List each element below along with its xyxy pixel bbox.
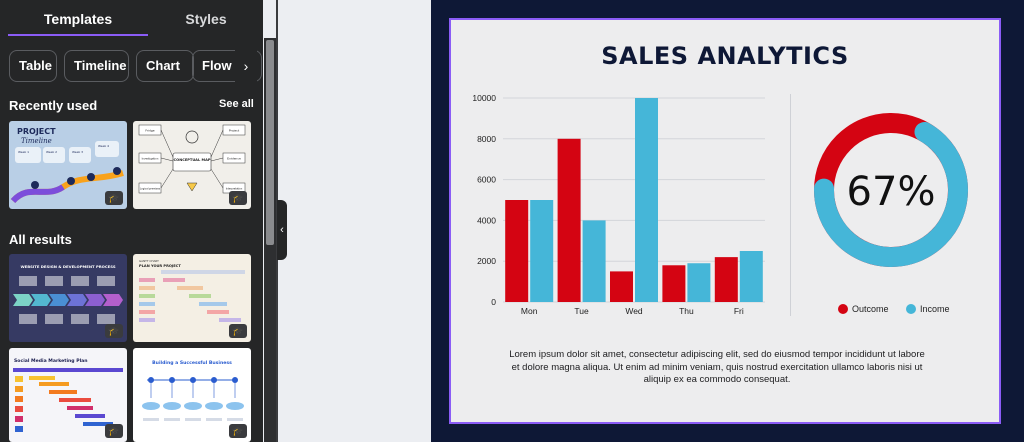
bar-outcome <box>610 271 633 302</box>
preview-title: PROJECT <box>17 127 56 136</box>
collapse-panel-button[interactable]: ‹ <box>277 200 287 260</box>
panel-scrollbar-thumb[interactable] <box>266 40 274 245</box>
preview-label: Investigation <box>142 157 159 161</box>
legend-marker-outcome <box>838 304 848 314</box>
template-thumbnail-project-timeline[interactable]: PROJECT Timeline Week 1 Week 2 Week 3 We… <box>9 121 127 209</box>
template-thumbnail-conceptual-map[interactable]: CONCEPTUAL MAP Fridge Project Investigat… <box>133 121 251 209</box>
preview-title: Building a Successful Business <box>152 360 232 366</box>
preview-label: Fridge <box>145 129 154 133</box>
bar-income <box>582 220 606 302</box>
premium-icon: 🎓 <box>229 424 247 438</box>
panel-tabs: Templates Styles <box>0 0 263 38</box>
filter-chips: Table Timeline Chart Flow ch <box>9 50 263 82</box>
website-process-preview: WEBSITE DESIGN & DEVELOPMENT PROCESS <box>9 254 127 342</box>
gantt-chart-preview: GANTT CHART PLAN YOUR PROJECT <box>133 254 251 342</box>
preview-subtitle: GANTT CHART <box>139 259 159 263</box>
filter-chip-chart[interactable]: Chart <box>136 50 194 82</box>
x-tick-label: Wed <box>625 306 643 316</box>
tab-styles[interactable]: Styles <box>185 11 227 27</box>
templates-panel: Templates Styles Table Timeline Chart Fl… <box>0 0 263 442</box>
bar-outcome <box>557 138 581 302</box>
chevron-right-icon[interactable]: › <box>235 50 257 82</box>
tab-templates[interactable]: Templates <box>8 0 148 38</box>
premium-icon: 🎓 <box>229 191 247 205</box>
x-tick-label: Tue <box>574 306 589 316</box>
premium-icon: 🎓 <box>229 324 247 338</box>
chevron-left-icon: ‹ <box>280 224 284 236</box>
donut-segment-income <box>814 121 968 267</box>
x-tick-label: Fri <box>734 306 744 316</box>
see-all-link[interactable]: See all <box>219 98 254 110</box>
bar-income <box>530 200 554 302</box>
premium-icon: 🎓 <box>105 324 123 338</box>
slide[interactable]: SALES ANALYTICS 0 2000 4000 6000 8000 10000 Mo… <box>449 18 1001 424</box>
filter-chip-timeline[interactable]: Timeline <box>64 50 129 82</box>
premium-icon: 🎓 <box>105 424 123 438</box>
slide-body-text[interactable]: Lorem ipsum dolor sit amet, consectetur … <box>509 349 925 385</box>
preview-title: CONCEPTUAL MAP <box>174 158 211 162</box>
legend-marker-income <box>906 304 916 314</box>
x-tick-label: Thu <box>679 306 694 316</box>
bar-income <box>687 263 711 302</box>
project-timeline-preview: PROJECT Timeline Week 1 Week 2 Week 3 We… <box>9 121 127 209</box>
all-results-heading: All results <box>9 232 72 247</box>
preview-label: Week 1 <box>18 150 29 154</box>
filter-chip-table[interactable]: Table <box>9 50 57 82</box>
template-thumbnail-social-media-plan[interactable]: Social Media Marketing Plan 🎓 <box>9 348 127 442</box>
template-thumbnail-gantt-chart[interactable]: GANTT CHART PLAN YOUR PROJECT 🎓 <box>133 254 251 342</box>
y-tick-label: 8000 <box>477 134 496 144</box>
preview-label: Interpretation <box>226 188 243 191</box>
chart-separator <box>790 94 791 316</box>
recently-used-heading: Recently used <box>9 98 98 113</box>
bar-income <box>635 98 658 302</box>
preview-label: Week 3 <box>72 150 83 154</box>
x-tick-label: Mon <box>521 306 538 316</box>
y-tick-label: 10000 <box>472 93 496 103</box>
template-thumbnail-successful-business[interactable]: Building a Successful Business 🎓 <box>133 348 251 442</box>
charts-area[interactable]: 0 2000 4000 6000 8000 10000 Mon Tue Wed Thu Fri 67%… <box>451 20 999 422</box>
preview-label: Week 4 <box>98 144 109 148</box>
preview-title: PLAN YOUR PROJECT <box>139 264 181 268</box>
bar-outcome <box>714 257 738 302</box>
bar-outcome <box>662 265 686 302</box>
premium-icon: 🎓 <box>105 191 123 205</box>
donut-center-label: 67% <box>847 169 936 215</box>
y-tick-label: 4000 <box>477 215 496 225</box>
y-tick-label: 2000 <box>477 256 496 266</box>
bar-income <box>739 251 763 302</box>
slide-title[interactable]: SALES ANALYTICS <box>601 42 849 70</box>
preview-title: WEBSITE DESIGN & DEVELOPMENT PROCESS <box>20 264 115 269</box>
bar-outcome <box>505 200 529 302</box>
preview-label: Project <box>229 129 240 133</box>
preview-label: Week 2 <box>46 150 57 154</box>
y-tick-label: 0 <box>491 297 496 307</box>
preview-subtitle: Timeline <box>21 137 52 145</box>
legend-label-outcome: Outcome <box>852 304 889 314</box>
y-tick-label: 6000 <box>477 175 496 185</box>
preview-label: Evidence <box>227 157 241 161</box>
preview-title: Social Media Marketing Plan <box>14 358 88 364</box>
template-thumbnail-website-process[interactable]: WEBSITE DESIGN & DEVELOPMENT PROCESS 🎓 <box>9 254 127 342</box>
legend-label-income: Income <box>920 304 950 314</box>
preview-label: Logical premises <box>140 188 161 191</box>
